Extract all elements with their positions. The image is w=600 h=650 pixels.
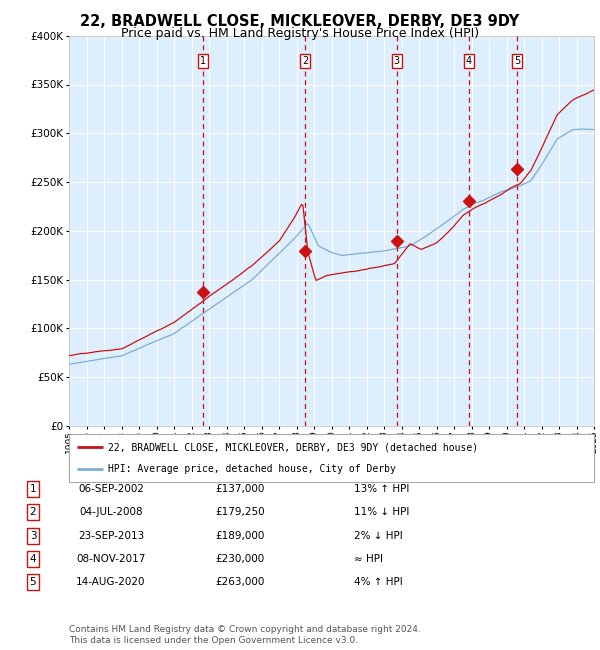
- Text: 06-SEP-2002: 06-SEP-2002: [78, 484, 144, 494]
- Text: £263,000: £263,000: [215, 577, 265, 588]
- Text: 04-JUL-2008: 04-JUL-2008: [79, 507, 143, 517]
- Text: £189,000: £189,000: [215, 530, 265, 541]
- Text: £179,250: £179,250: [215, 507, 265, 517]
- Text: 22, BRADWELL CLOSE, MICKLEOVER, DERBY, DE3 9DY (detached house): 22, BRADWELL CLOSE, MICKLEOVER, DERBY, D…: [109, 442, 479, 452]
- Text: 11% ↓ HPI: 11% ↓ HPI: [354, 507, 409, 517]
- Text: 1: 1: [200, 56, 206, 66]
- Text: HPI: Average price, detached house, City of Derby: HPI: Average price, detached house, City…: [109, 463, 396, 474]
- Text: 08-NOV-2017: 08-NOV-2017: [76, 554, 146, 564]
- Text: 4% ↑ HPI: 4% ↑ HPI: [354, 577, 403, 588]
- Text: 22, BRADWELL CLOSE, MICKLEOVER, DERBY, DE3 9DY: 22, BRADWELL CLOSE, MICKLEOVER, DERBY, D…: [80, 14, 520, 29]
- Text: Contains HM Land Registry data © Crown copyright and database right 2024.
This d: Contains HM Land Registry data © Crown c…: [69, 625, 421, 645]
- Text: 4: 4: [466, 56, 472, 66]
- Text: 1: 1: [29, 484, 37, 494]
- Text: Price paid vs. HM Land Registry's House Price Index (HPI): Price paid vs. HM Land Registry's House …: [121, 27, 479, 40]
- Text: £137,000: £137,000: [215, 484, 265, 494]
- Text: 2: 2: [302, 56, 308, 66]
- Text: 4: 4: [29, 554, 37, 564]
- Text: 5: 5: [514, 56, 520, 66]
- Text: 2: 2: [29, 507, 37, 517]
- Text: ≈ HPI: ≈ HPI: [354, 554, 383, 564]
- Text: 13% ↑ HPI: 13% ↑ HPI: [354, 484, 409, 494]
- Text: 5: 5: [29, 577, 37, 588]
- Text: 23-SEP-2013: 23-SEP-2013: [78, 530, 144, 541]
- Text: 2% ↓ HPI: 2% ↓ HPI: [354, 530, 403, 541]
- Text: 3: 3: [29, 530, 37, 541]
- Text: 3: 3: [394, 56, 400, 66]
- Text: £230,000: £230,000: [215, 554, 265, 564]
- Text: 14-AUG-2020: 14-AUG-2020: [76, 577, 146, 588]
